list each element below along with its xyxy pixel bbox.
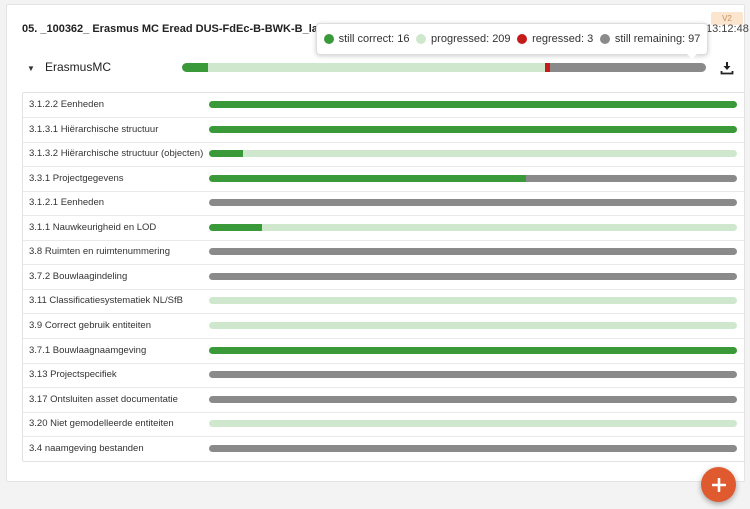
- row-label: 3.1.3.2 Hiërarchische structuur (objecte…: [29, 148, 204, 160]
- tooltip-arrow: [686, 53, 698, 59]
- row-progress-bar: [209, 420, 737, 428]
- row-progress-bar: [209, 371, 737, 379]
- row-label: 3.13 Projectspecifiek: [29, 369, 117, 381]
- row-correct-segment: [209, 101, 737, 108]
- legend-regressed-label: regressed: 3: [532, 33, 594, 45]
- row-correct-segment: [209, 150, 244, 158]
- row-correct-segment: [209, 346, 737, 354]
- legend-tooltip: still correct: 16 progressed: 209 regres…: [316, 23, 708, 55]
- page-title: 05. _100362_ Erasmus MC Eread DUS-FdEc-B…: [22, 23, 317, 35]
- remaining-dot-icon: [599, 34, 610, 44]
- table-row[interactable]: 3.7.1 Bouwlaagnaamgeving: [23, 339, 744, 364]
- group-label: ErasmusMC: [45, 60, 112, 74]
- version-badge: V2: [711, 12, 743, 25]
- table-row[interactable]: 3.13 Projectspecifiek: [23, 363, 744, 389]
- summary-remaining-segment: [549, 63, 706, 72]
- table-row[interactable]: 3.1.1 Nauwkeurigheid en LOD: [23, 216, 744, 241]
- row-correct-segment: [209, 125, 737, 133]
- row-progress-bar: [209, 272, 737, 280]
- row-progress-bar: [209, 346, 737, 354]
- row-label: 3.3.1 Projectgegevens: [29, 172, 124, 184]
- row-remaining-segment: [209, 248, 737, 256]
- table-row[interactable]: 3.7.2 Bouwlaagindeling: [23, 265, 744, 290]
- legend-progressed-label: progressed: 209: [431, 33, 511, 45]
- row-progress-bar: [209, 101, 737, 108]
- rules-table: 3.1.2.2 Eenheden 3.1.3.1 Hiërarchische st…: [22, 92, 745, 462]
- row-progress-bar: [209, 321, 737, 329]
- row-label: 3.1.2.1 Eenheden: [29, 197, 105, 209]
- row-label: 3.1.2.2 Eenheden: [29, 99, 105, 110]
- row-correct-segment: [209, 174, 526, 182]
- table-row[interactable]: 3.11 Classificatiesystematiek NL/SfB: [23, 289, 744, 315]
- row-remaining-segment: [209, 395, 737, 403]
- correct-dot-icon: [323, 34, 334, 44]
- row-label: 3.7.2 Bouwlaagindeling: [29, 270, 128, 282]
- table-row[interactable]: 3.17 Ontsluiten asset documentatie: [23, 388, 744, 413]
- row-progress-bar: [209, 199, 737, 207]
- legend-remaining-label: still remaining: 97: [614, 33, 701, 45]
- row-progress-bar: [209, 174, 737, 182]
- table-row[interactable]: 3.8 Ruimten en ruimtenummering: [23, 240, 744, 266]
- row-remaining-segment: [525, 174, 737, 182]
- summary-progressed-segment: [207, 63, 545, 72]
- regressed-dot-icon: [517, 34, 528, 44]
- row-remaining-segment: [209, 444, 737, 452]
- row-remaining-segment: [209, 371, 737, 379]
- row-progressed-segment: [261, 223, 737, 231]
- table-row[interactable]: 3.3.1 Projectgegevens: [23, 167, 744, 192]
- table-row[interactable]: 3.1.2.1 Eenheden: [23, 191, 744, 217]
- table-row[interactable]: 3.20 Niet gemodelleerde entiteiten: [23, 412, 744, 438]
- row-label: 3.4 naamgeving bestanden: [29, 442, 144, 454]
- row-progress-bar: [209, 223, 737, 231]
- row-progress-bar: [209, 297, 737, 305]
- table-row[interactable]: 3.1.3.1 Hiërarchische structuur: [23, 118, 744, 143]
- row-label: 3.1.3.1 Hiërarchische structuur: [29, 123, 159, 135]
- table-row[interactable]: 3.1.2.2 Eenheden: [23, 93, 744, 118]
- row-progressed-segment: [209, 297, 737, 305]
- row-remaining-segment: [209, 199, 737, 207]
- row-label: 3.11 Classificatiesystematiek NL/SfB: [29, 295, 183, 307]
- row-correct-segment: [209, 223, 262, 231]
- row-progress-bar: [209, 248, 737, 256]
- legend-correct-label: still correct: 16: [338, 33, 410, 45]
- table-row[interactable]: 3.4 naamgeving bestanden: [23, 437, 744, 461]
- row-label: 3.9 Correct gebruik entiteiten: [29, 319, 151, 331]
- table-row[interactable]: 3.9 Correct gebruik entiteiten: [23, 314, 744, 339]
- row-progress-bar: [209, 444, 737, 452]
- row-progress-bar: [209, 395, 737, 403]
- row-label: 3.20 Niet gemodelleerde entiteiten: [29, 418, 174, 430]
- group-progress-bar[interactable]: [182, 63, 706, 72]
- table-row[interactable]: 3.1.3.2 Hiërarchische structuur (objecte…: [23, 142, 744, 168]
- row-progress-bar: [209, 150, 737, 158]
- row-progressed-segment: [209, 321, 737, 329]
- add-button[interactable]: [701, 467, 736, 502]
- summary-regressed-segment: [544, 63, 550, 72]
- row-remaining-segment: [209, 272, 737, 280]
- row-label: 3.8 Ruimten en ruimtenummering: [29, 246, 170, 258]
- legend-correct: still correct: 16: [323, 33, 410, 45]
- row-label: 3.1.1 Nauwkeurigheid en LOD: [29, 221, 157, 233]
- plus-icon: [711, 477, 726, 492]
- legend-regressed: regressed: 3: [517, 33, 593, 45]
- caret-down-icon[interactable]: ▼: [27, 64, 35, 73]
- legend-progressed: progressed: 209: [416, 33, 511, 45]
- row-progressed-segment: [209, 420, 737, 428]
- download-icon[interactable]: [720, 61, 734, 75]
- timestamp: 13:12:48: [706, 23, 749, 35]
- legend-remaining: still remaining: 97: [599, 33, 701, 45]
- row-progress-bar: [209, 125, 737, 133]
- progressed-dot-icon: [416, 34, 427, 44]
- row-label: 3.7.1 Bouwlaagnaamgeving: [29, 344, 147, 356]
- row-progressed-segment: [243, 150, 737, 158]
- row-label: 3.17 Ontsluiten asset documentatie: [29, 393, 178, 405]
- summary-correct-segment: [182, 63, 208, 72]
